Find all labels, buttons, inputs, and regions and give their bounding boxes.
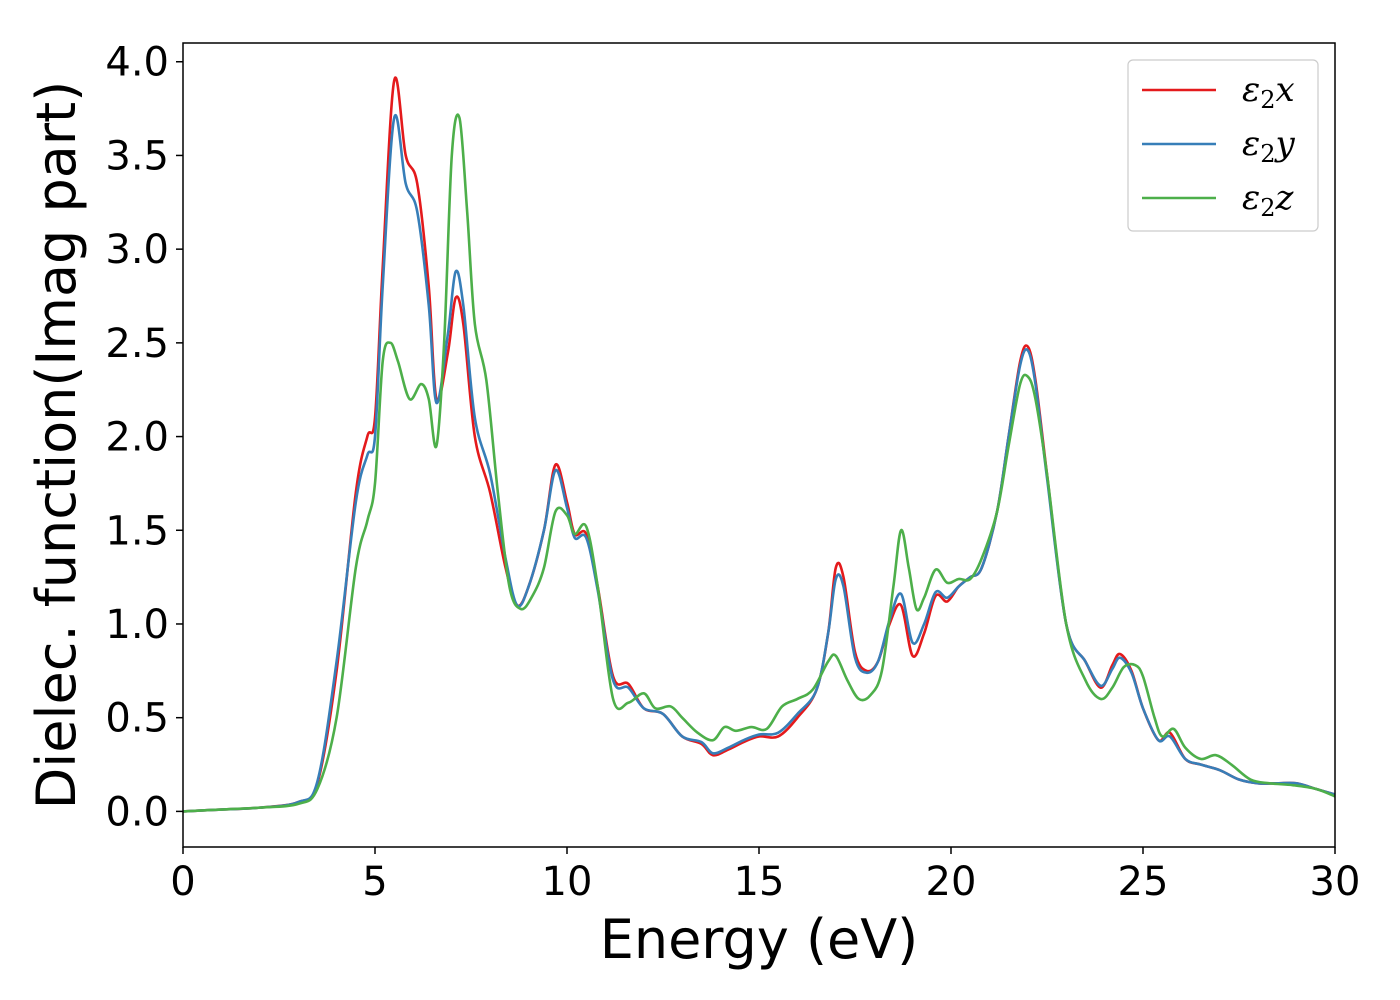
y-tick-label: 1.0 bbox=[105, 602, 169, 648]
legend-label-y: ε2y bbox=[1242, 124, 1296, 168]
x-tick-label: 25 bbox=[1118, 859, 1169, 905]
y-tick-label: 2.5 bbox=[105, 321, 169, 367]
legend: ε2x ε2y ε2z bbox=[1127, 59, 1319, 232]
y-tick-label: 3.5 bbox=[105, 133, 169, 179]
legend-box bbox=[1127, 59, 1319, 232]
x-tick-label: 30 bbox=[1310, 859, 1361, 905]
y-tick-label: 4.0 bbox=[105, 40, 169, 86]
x-tick-label: 15 bbox=[734, 859, 785, 905]
x-tick-label: 0 bbox=[170, 859, 195, 905]
y-tick-label: 1.5 bbox=[105, 508, 169, 554]
x-axis-title: Energy (eV) bbox=[600, 908, 919, 971]
y-axis-title: Dielec. function(Imag part) bbox=[25, 81, 88, 810]
legend-label-x: ε2x bbox=[1242, 70, 1295, 114]
y-tick-label: 0.0 bbox=[105, 789, 169, 835]
y-tick-label: 2.0 bbox=[105, 415, 169, 461]
y-tick-label: 0.5 bbox=[105, 696, 169, 742]
legend-label-z: ε2z bbox=[1242, 178, 1295, 222]
y-tick-label: 3.0 bbox=[105, 227, 169, 273]
series-line-y bbox=[182, 113, 1336, 813]
y-axis-ticks: 0.0 0.5 1.0 1.5 2.0 2.5 3.0 3.5 4.0 bbox=[105, 40, 183, 835]
series-line-z bbox=[182, 113, 1336, 813]
series-line-x bbox=[182, 76, 1336, 813]
x-tick-label: 5 bbox=[362, 859, 387, 905]
x-axis-ticks: 0 5 10 15 20 25 30 bbox=[170, 847, 1360, 905]
x-tick-label: 10 bbox=[542, 859, 593, 905]
x-tick-label: 20 bbox=[926, 859, 977, 905]
series-layer bbox=[182, 76, 1336, 813]
